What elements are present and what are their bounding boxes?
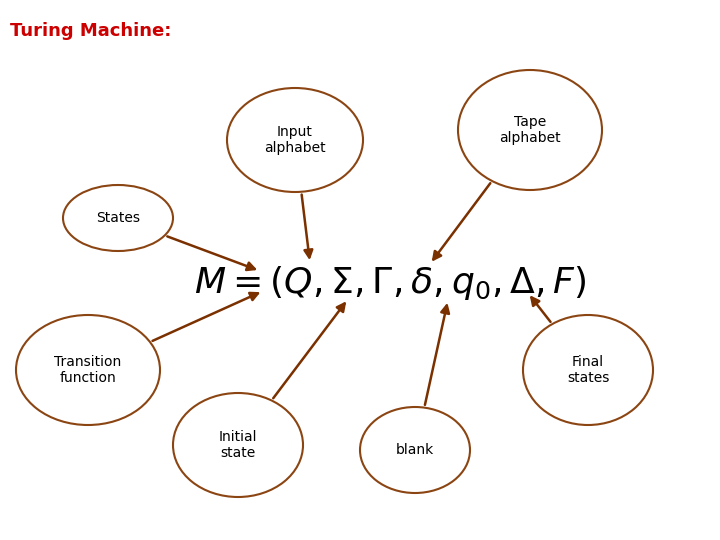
- Text: Transition
function: Transition function: [55, 355, 122, 385]
- Ellipse shape: [173, 393, 303, 497]
- Ellipse shape: [16, 315, 160, 425]
- Text: Final
states: Final states: [567, 355, 609, 385]
- Ellipse shape: [227, 88, 363, 192]
- Text: Turing Machine:: Turing Machine:: [10, 22, 171, 40]
- Ellipse shape: [458, 70, 602, 190]
- Text: Input
alphabet: Input alphabet: [264, 125, 326, 155]
- Text: $M = (Q, \Sigma, \Gamma, \delta, q_0, \Delta, F)$: $M = (Q, \Sigma, \Gamma, \delta, q_0, \D…: [194, 264, 586, 302]
- Ellipse shape: [360, 407, 470, 493]
- Text: States: States: [96, 211, 140, 225]
- Text: Initial
state: Initial state: [219, 430, 257, 460]
- Text: blank: blank: [396, 443, 434, 457]
- Ellipse shape: [523, 315, 653, 425]
- Text: Tape
alphabet: Tape alphabet: [499, 115, 561, 145]
- Ellipse shape: [63, 185, 173, 251]
